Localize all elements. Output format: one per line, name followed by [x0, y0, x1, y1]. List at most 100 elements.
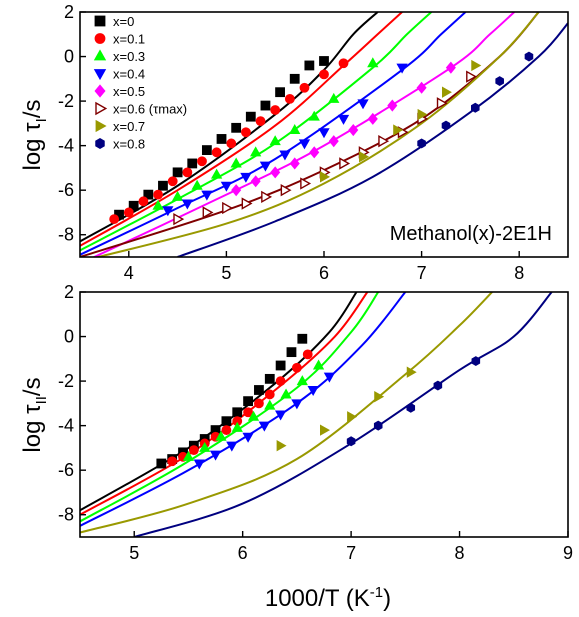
bottom-fit-line-1 — [80, 292, 369, 516]
bottom-data-points — [156, 333, 481, 470]
top-x-tick-label-0: 4 — [124, 263, 134, 283]
top-x-tick-label-1: 5 — [221, 263, 231, 283]
legend-label-6: x=0.7 — [113, 119, 145, 134]
legend-label-1: x=0.1 — [113, 32, 145, 47]
top-fit-line-3 — [80, 12, 467, 256]
top-y-tick-label-1: 0 — [64, 47, 74, 67]
top-point-s4-8 — [387, 99, 398, 112]
top-point-s2-0 — [152, 199, 164, 210]
top-point-s6-5 — [471, 59, 482, 72]
top-point-s4-7 — [367, 112, 378, 125]
top-point-s0-3 — [158, 180, 168, 191]
bottom-fit-curves — [80, 292, 553, 537]
bottom-point-s0-10 — [264, 373, 275, 384]
bottom-point-s2-2 — [215, 430, 227, 441]
top-x-tick-label-3: 7 — [417, 263, 427, 283]
top-point-s6-2 — [393, 124, 404, 136]
top-point-s6-1 — [359, 151, 370, 163]
bottom-point-s0-7 — [232, 407, 243, 418]
top-point-s0-13 — [304, 60, 315, 71]
legend-marker-5 — [95, 101, 108, 116]
top-fit-line-7 — [177, 22, 568, 257]
top-point-s3-7 — [298, 139, 311, 150]
bottom-point-s5-3 — [433, 380, 443, 391]
bottom-point-s3-0 — [193, 459, 205, 470]
top-point-s1-0 — [109, 214, 120, 225]
top-point-s5-0 — [173, 212, 185, 226]
bottom-y-axis-title: log τII/s — [19, 377, 50, 452]
top-point-s5-1 — [202, 206, 214, 219]
bottom-point-s1-5 — [221, 425, 232, 435]
bottom-point-s2-5 — [264, 399, 276, 410]
bottom-point-s0-11 — [275, 360, 286, 371]
top-fit-line-1 — [80, 12, 403, 247]
bottom-point-s5-1 — [373, 420, 383, 431]
bottom-point-s1-8 — [254, 398, 264, 409]
bottom-point-s0-6 — [221, 416, 232, 427]
top-point-s0-6 — [201, 145, 212, 155]
top-point-s3-3 — [220, 181, 233, 192]
top-point-s5-14 — [466, 70, 477, 83]
bottom-fit-line-4 — [80, 292, 493, 534]
top-point-s4-5 — [328, 135, 339, 148]
top-point-s5-2 — [222, 201, 233, 215]
top-point-s1-11 — [270, 105, 281, 115]
bottom-point-s1-10 — [275, 376, 286, 386]
top-point-s1-13 — [299, 82, 310, 93]
top-point-s4-1 — [250, 175, 261, 188]
top-point-s3-6 — [279, 150, 291, 161]
legend-label-3: x=0.4 — [113, 67, 145, 82]
top-point-s2-4 — [230, 157, 242, 168]
top-point-s5-13 — [436, 97, 448, 110]
top-x-tick-label-2: 6 — [319, 263, 329, 283]
top-point-s0-9 — [245, 111, 256, 122]
bottom-point-s3-8 — [323, 372, 336, 383]
bottom-y-tick-label-3: -4 — [58, 416, 74, 436]
top-point-s7-4 — [524, 51, 534, 62]
top-point-s4-10 — [445, 61, 456, 74]
bottom-point-s1-7 — [243, 407, 253, 418]
top-point-s0-8 — [231, 122, 242, 133]
top-point-s1-15 — [338, 58, 349, 69]
top-point-s4-6 — [348, 124, 359, 137]
top-x-tick-label-4: 8 — [514, 263, 524, 283]
top-point-s7-3 — [495, 76, 504, 87]
bottom-axis-ticks: 5 6 7 8 9 2 0 -2 -4 -6 -8 — [58, 282, 573, 563]
top-point-s2-1 — [171, 190, 184, 201]
top-point-s2-3 — [211, 168, 223, 179]
bottom-point-s2-6 — [280, 388, 292, 399]
top-point-s3-2 — [201, 190, 213, 201]
bottom-x-tick-label-4: 9 — [563, 543, 573, 563]
top-point-s4-9 — [416, 81, 427, 94]
top-fit-line-5 — [80, 12, 540, 257]
bottom-point-s0-0 — [156, 458, 167, 469]
top-point-s0-7 — [216, 134, 227, 144]
top-point-s1-5 — [182, 167, 193, 178]
bottom-point-s4-1 — [319, 424, 330, 436]
top-point-s3-10 — [357, 99, 369, 110]
top-data-points — [109, 51, 534, 226]
top-fit-line-6 — [93, 12, 540, 257]
bottom-point-s1-0 — [167, 456, 178, 467]
bottom-x-tick-label-2: 7 — [346, 543, 356, 563]
top-point-s7-1 — [441, 120, 451, 131]
top-point-s1-8 — [226, 138, 237, 149]
top-point-s6-0 — [319, 171, 330, 183]
bottom-plot-frame — [79, 291, 569, 538]
bottom-point-s3-7 — [307, 385, 319, 396]
bottom-point-s1-2 — [188, 445, 199, 456]
top-point-s0-14 — [319, 56, 329, 66]
bottom-point-s2-7 — [296, 375, 308, 386]
top-y-tick-label-3: -4 — [58, 136, 74, 156]
bottom-point-s3-3 — [242, 432, 254, 443]
bottom-point-s3-5 — [274, 410, 287, 421]
top-point-s6-3 — [417, 108, 428, 121]
top-point-s1-4 — [167, 176, 178, 187]
top-point-s3-8 — [318, 128, 330, 139]
top-point-s5-10 — [378, 135, 390, 148]
top-point-s2-7 — [289, 124, 301, 135]
bottom-point-s0-9 — [254, 385, 264, 395]
bottom-fit-line-0 — [80, 292, 358, 512]
legend-marker-0 — [94, 15, 106, 27]
bottom-panel: 5 6 7 8 9 2 0 -2 -4 -6 -8 log τII/s 1000/T (K-1) — [19, 282, 573, 612]
